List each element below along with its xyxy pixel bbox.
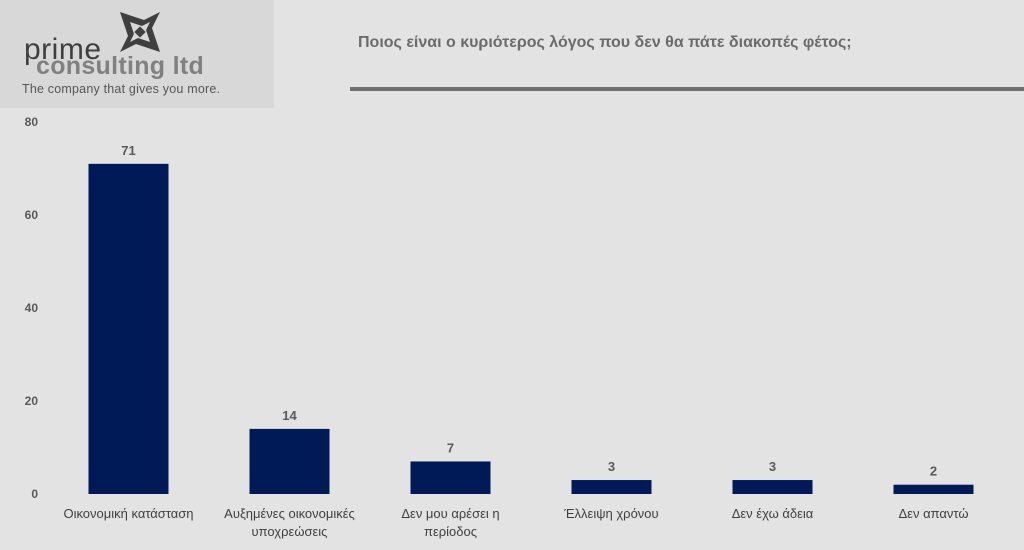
y-tick-label: 0 bbox=[31, 487, 38, 501]
x-category-label: Έλλειψη χρόνου bbox=[563, 506, 658, 521]
bar bbox=[571, 480, 652, 494]
title-underline bbox=[350, 87, 1024, 91]
x-category-label: Οικονομική κατάσταση bbox=[63, 506, 193, 521]
logo-tagline: The company that gives you more. bbox=[22, 82, 221, 96]
data-label: 71 bbox=[121, 143, 135, 158]
chart-title: Ποιος είναι ο κυριότερος λόγος που δεν θ… bbox=[358, 34, 852, 51]
logo-word-consulting: consulting ltd bbox=[36, 52, 205, 80]
x-category-label: υποχρεώσεις bbox=[252, 524, 328, 539]
logo-word-prime: prime bbox=[24, 33, 102, 66]
logo-star-icon bbox=[120, 12, 160, 52]
bar bbox=[249, 428, 330, 494]
bar bbox=[732, 480, 813, 494]
x-category-label: Δεν απαντώ bbox=[898, 506, 968, 521]
x-category-label: Δεν έχω άδεια bbox=[732, 506, 814, 521]
logo: prime consulting ltd The company that gi… bbox=[0, 0, 274, 108]
y-tick-label: 80 bbox=[25, 115, 39, 129]
bar bbox=[893, 484, 974, 494]
y-tick-label: 40 bbox=[25, 301, 39, 315]
bar bbox=[410, 461, 491, 494]
x-category-label: περίοδος bbox=[424, 524, 477, 539]
data-label: 14 bbox=[282, 408, 297, 423]
x-category-label: Δεν μου αρέσει η bbox=[401, 506, 499, 521]
data-label: 3 bbox=[769, 459, 776, 474]
data-label: 2 bbox=[930, 464, 937, 479]
bar bbox=[88, 163, 169, 494]
data-label: 3 bbox=[608, 459, 615, 474]
y-tick-label: 60 bbox=[25, 208, 39, 222]
x-category-label: Αυξημένες οικονομικές bbox=[224, 506, 355, 521]
data-label: 7 bbox=[447, 440, 454, 455]
y-tick-label: 20 bbox=[25, 394, 39, 408]
